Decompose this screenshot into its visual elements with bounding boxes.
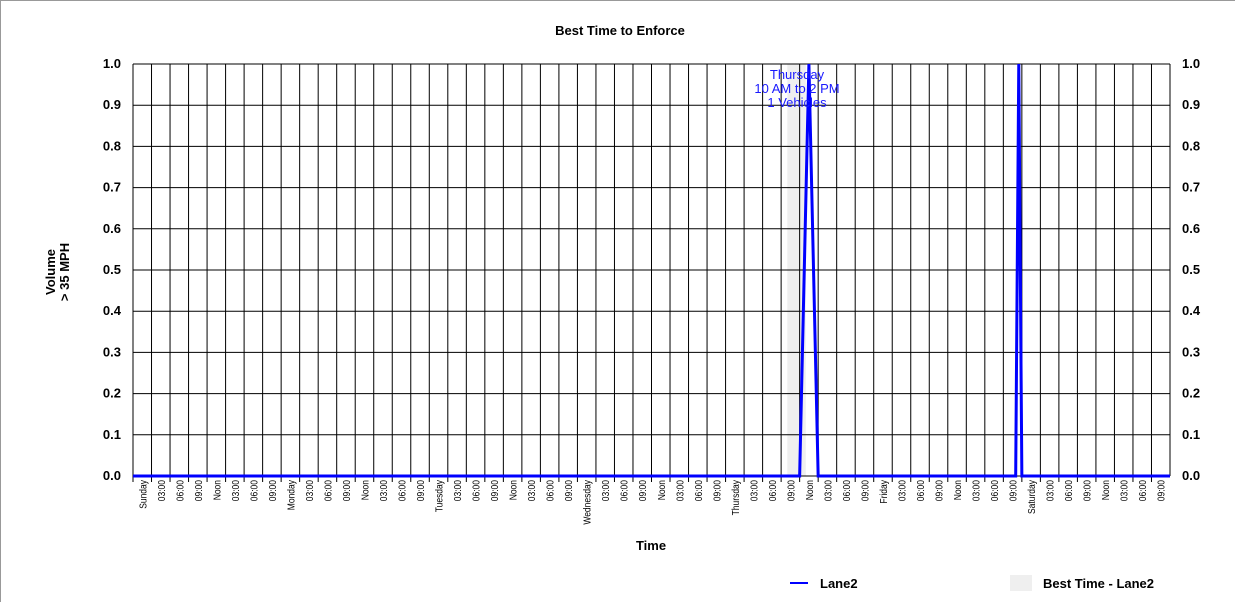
annotation: 1 Vehicles [767,95,827,110]
y-tick-label: 0.2 [103,386,121,401]
x-tick-label: Noon [508,480,519,500]
y2-tick-label: 1.0 [1182,56,1200,71]
x-tick-label: 03:00 [823,480,834,501]
x-tick-label: 09:00 [860,480,871,501]
y-tick-label: 0.5 [103,262,121,277]
x-tick-label: Noon [212,480,223,500]
x-tick-label: 03:00 [230,480,241,501]
x-tick-label: 09:00 [934,480,945,501]
x-tick-label: 09:00 [786,480,797,501]
x-tick-label: 09:00 [489,480,500,501]
x-tick-label: 09:00 [564,480,575,501]
y2-tick-label: 0.2 [1182,386,1200,401]
x-tick-label: 03:00 [378,480,389,501]
x-tick-label: 03:00 [971,480,982,501]
x-tick-label: 06:00 [471,480,482,501]
y2-tick-label: 0.8 [1182,138,1200,153]
x-tick-label: 03:00 [675,480,686,501]
x-tick-label: 09:00 [341,480,352,501]
x-tick-label: Noon [656,480,667,500]
x-tick-label: 03:00 [452,480,463,501]
x-tick-label: Noon [804,480,815,500]
x-tick-label: Noon [952,480,963,500]
x-tick-label: 09:00 [638,480,649,501]
x-tick-label: 06:00 [249,480,260,501]
x-tick-label: Tuesday [434,480,445,513]
x-tick-label: Noon [1101,480,1112,500]
y-tick-label: 0.7 [103,180,121,195]
x-tick-label: Sunday [138,480,149,509]
x-tick-label: 03:00 [1119,480,1130,501]
x-tick-label: 06:00 [545,480,556,501]
x-tick-label: 06:00 [767,480,778,501]
y-tick-label: 0.3 [103,344,121,359]
x-tick-label: Noon [360,480,371,500]
x-tick-label: Wednesday [582,480,593,525]
x-tick-label: 03:00 [304,480,315,501]
x-tick-label: Thursday [730,480,741,516]
annotation: 10 AM to 2 PM [754,81,839,96]
y2-tick-label: 0.9 [1182,97,1200,112]
legend-label: Best Time - Lane2 [1043,576,1154,591]
x-tick-label: 06:00 [989,480,1000,501]
x-tick-label: 09:00 [415,480,426,501]
legend-label: Lane2 [820,576,858,591]
y-tick-label: 0.4 [103,303,122,318]
y-axis-title: Volume > 35 MPH [43,243,72,301]
y2-tick-label: 0.6 [1182,221,1200,236]
x-axis-title: Time [636,538,666,553]
x-tick-label: Monday [286,480,297,511]
x-tick-label: 06:00 [323,480,334,501]
x-tick-label: 06:00 [397,480,408,501]
y-tick-label: 0.6 [103,221,121,236]
x-tick-label: 03:00 [156,480,167,501]
x-tick-label: 06:00 [619,480,630,501]
y2-tick-label: 0.4 [1182,303,1201,318]
y2-tick-label: 0.5 [1182,262,1200,277]
x-tick-label: 03:00 [1045,480,1056,501]
chart-title: Best Time to Enforce [555,23,685,38]
y-tick-label: 0.1 [103,427,121,442]
x-tick-label: 09:00 [1082,480,1093,501]
y-axis-title-line: Volume [43,249,58,295]
x-tick-label: Friday [878,480,889,504]
x-tick-label: 06:00 [1064,480,1075,501]
x-tick-label: 09:00 [193,480,204,501]
x-tick-label: 09:00 [1156,480,1167,501]
x-tick-label: 09:00 [1008,480,1019,501]
y-tick-label: 0.8 [103,138,121,153]
x-tick-label: Saturday [1026,480,1037,514]
y-tick-label: 0.9 [103,97,121,112]
x-tick-label: 09:00 [267,480,278,501]
y2-tick-label: 0.1 [1182,427,1200,442]
x-tick-label: 09:00 [712,480,723,501]
x-tick-label: 03:00 [749,480,760,501]
x-tick-label: 06:00 [915,480,926,501]
x-tick-label: 03:00 [527,480,538,501]
y2-tick-label: 0.7 [1182,180,1200,195]
x-tick-label: 06:00 [1138,480,1149,501]
y-axis-title-line: > 35 MPH [57,243,72,301]
annotation: Thursday [770,67,825,82]
y-tick-label: 0.0 [103,468,121,483]
x-tick-label: 03:00 [897,480,908,501]
legend-swatch [1010,575,1032,591]
y2-tick-label: 0.3 [1182,344,1200,359]
x-tick-label: 03:00 [601,480,612,501]
y-tick-label: 1.0 [103,56,121,71]
x-tick-label: 06:00 [693,480,704,501]
x-tick-label: 06:00 [841,480,852,501]
y2-tick-label: 0.0 [1182,468,1200,483]
x-tick-label: 06:00 [175,480,186,501]
